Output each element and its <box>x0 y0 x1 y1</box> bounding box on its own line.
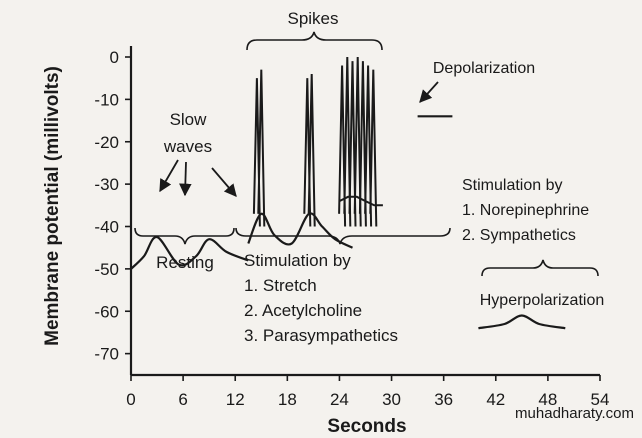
slow-wave-arrow-3 <box>211 167 237 197</box>
x-tick-label: 12 <box>226 390 245 409</box>
x-tick-label: 42 <box>486 390 505 409</box>
stim-left-item-3: 3. Parasympathetics <box>244 326 398 345</box>
x-tick-label: 36 <box>434 390 453 409</box>
stim-left-item-2: 2. Acetylcholine <box>244 301 362 320</box>
slow-waves-label-line2: waves <box>163 137 212 156</box>
hyperpolarization-label: Hyperpolarization <box>480 292 605 309</box>
x-tick-label: 24 <box>330 390 349 409</box>
x-tick-label: 6 <box>178 390 187 409</box>
spike <box>257 69 266 227</box>
x-tick-label: 54 <box>591 390 610 409</box>
y-tick-label: -20 <box>94 133 119 152</box>
spikes-brace <box>246 31 383 51</box>
stim-right-title: Stimulation by <box>462 177 563 194</box>
depolarization-arrow <box>419 81 439 103</box>
slow-waves-label-line1: Slow <box>170 110 208 129</box>
spike <box>364 65 373 227</box>
y-tick-label: -40 <box>94 218 119 237</box>
spike <box>348 61 357 227</box>
spike <box>353 56 362 227</box>
x-tick-label: 18 <box>278 390 297 409</box>
spike <box>307 73 316 227</box>
x-tick-label: 0 <box>126 390 135 409</box>
y-ticks: 0 -10 -20 -30 -40 -50 -60 -70 <box>94 48 131 364</box>
stim-left-title: Stimulation by <box>244 251 351 270</box>
y-tick-label: -50 <box>94 260 119 279</box>
trace-lines <box>130 115 566 330</box>
depolarization-label: Depolarization <box>433 60 535 77</box>
burst-baseline <box>338 195 383 207</box>
stim-right-item-1: 1. Norepinephrine <box>462 202 589 219</box>
stim-right-item-2: 2. Sympathetics <box>462 227 576 244</box>
x-axis-title: Seconds <box>327 416 406 437</box>
hyperpolarization-brace <box>481 259 599 277</box>
y-tick-label: -70 <box>94 345 119 364</box>
spike <box>343 56 352 227</box>
resting-brace <box>134 227 235 245</box>
y-axis-title: Membrane potential (millivolts) <box>42 66 63 346</box>
spike <box>358 61 367 227</box>
trace-hyperpolarization <box>478 314 566 330</box>
stimulation-left-brace <box>235 227 451 245</box>
trace-stretch <box>247 212 353 249</box>
spike <box>369 69 378 227</box>
y-tick-label: -10 <box>94 90 119 109</box>
y-tick-label: 0 <box>110 48 119 67</box>
slow-wave-arrow-2 <box>179 161 192 197</box>
watermark: muhadharaty.com <box>515 405 634 422</box>
x-tick-label: 30 <box>382 390 401 409</box>
x-tick-label: 48 <box>538 390 557 409</box>
trace-resting <box>130 236 249 270</box>
stim-left-item-1: 1. Stretch <box>244 276 317 295</box>
spikes-label: Spikes <box>287 9 338 28</box>
y-tick-label: -60 <box>94 302 119 321</box>
x-ticks: 0 6 12 18 24 30 36 42 48 54 <box>126 375 609 409</box>
y-tick-label: -30 <box>94 175 119 194</box>
resting-label: Resting <box>156 253 214 272</box>
slow-wave-arrow-1 <box>159 159 179 193</box>
spike-marks <box>252 56 383 227</box>
